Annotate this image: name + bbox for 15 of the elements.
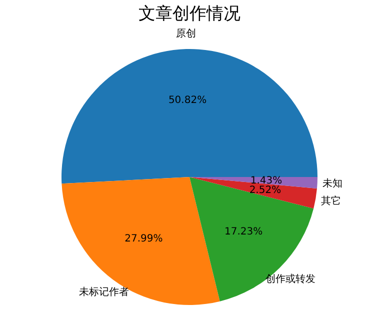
chart-title: 文章创作情况 (138, 4, 240, 24)
slice-label: 未标记作者 (78, 286, 129, 298)
data-label: 17.23% (224, 226, 263, 238)
data-label: 1.43% (250, 175, 282, 186)
slice-label: 其它 (320, 195, 341, 208)
data-label: 50.82% (168, 95, 207, 106)
slice-label: 创作或转发 (265, 272, 316, 285)
data-label: 2.52% (249, 184, 282, 196)
data-label: 27.99% (124, 234, 163, 245)
pie-slice (190, 177, 317, 208)
pie-slice (190, 177, 314, 302)
slice-label: 原创 (176, 28, 196, 40)
slice-label: 未知 (322, 177, 343, 190)
pie-slice (62, 49, 318, 184)
pie-slice (62, 177, 220, 305)
